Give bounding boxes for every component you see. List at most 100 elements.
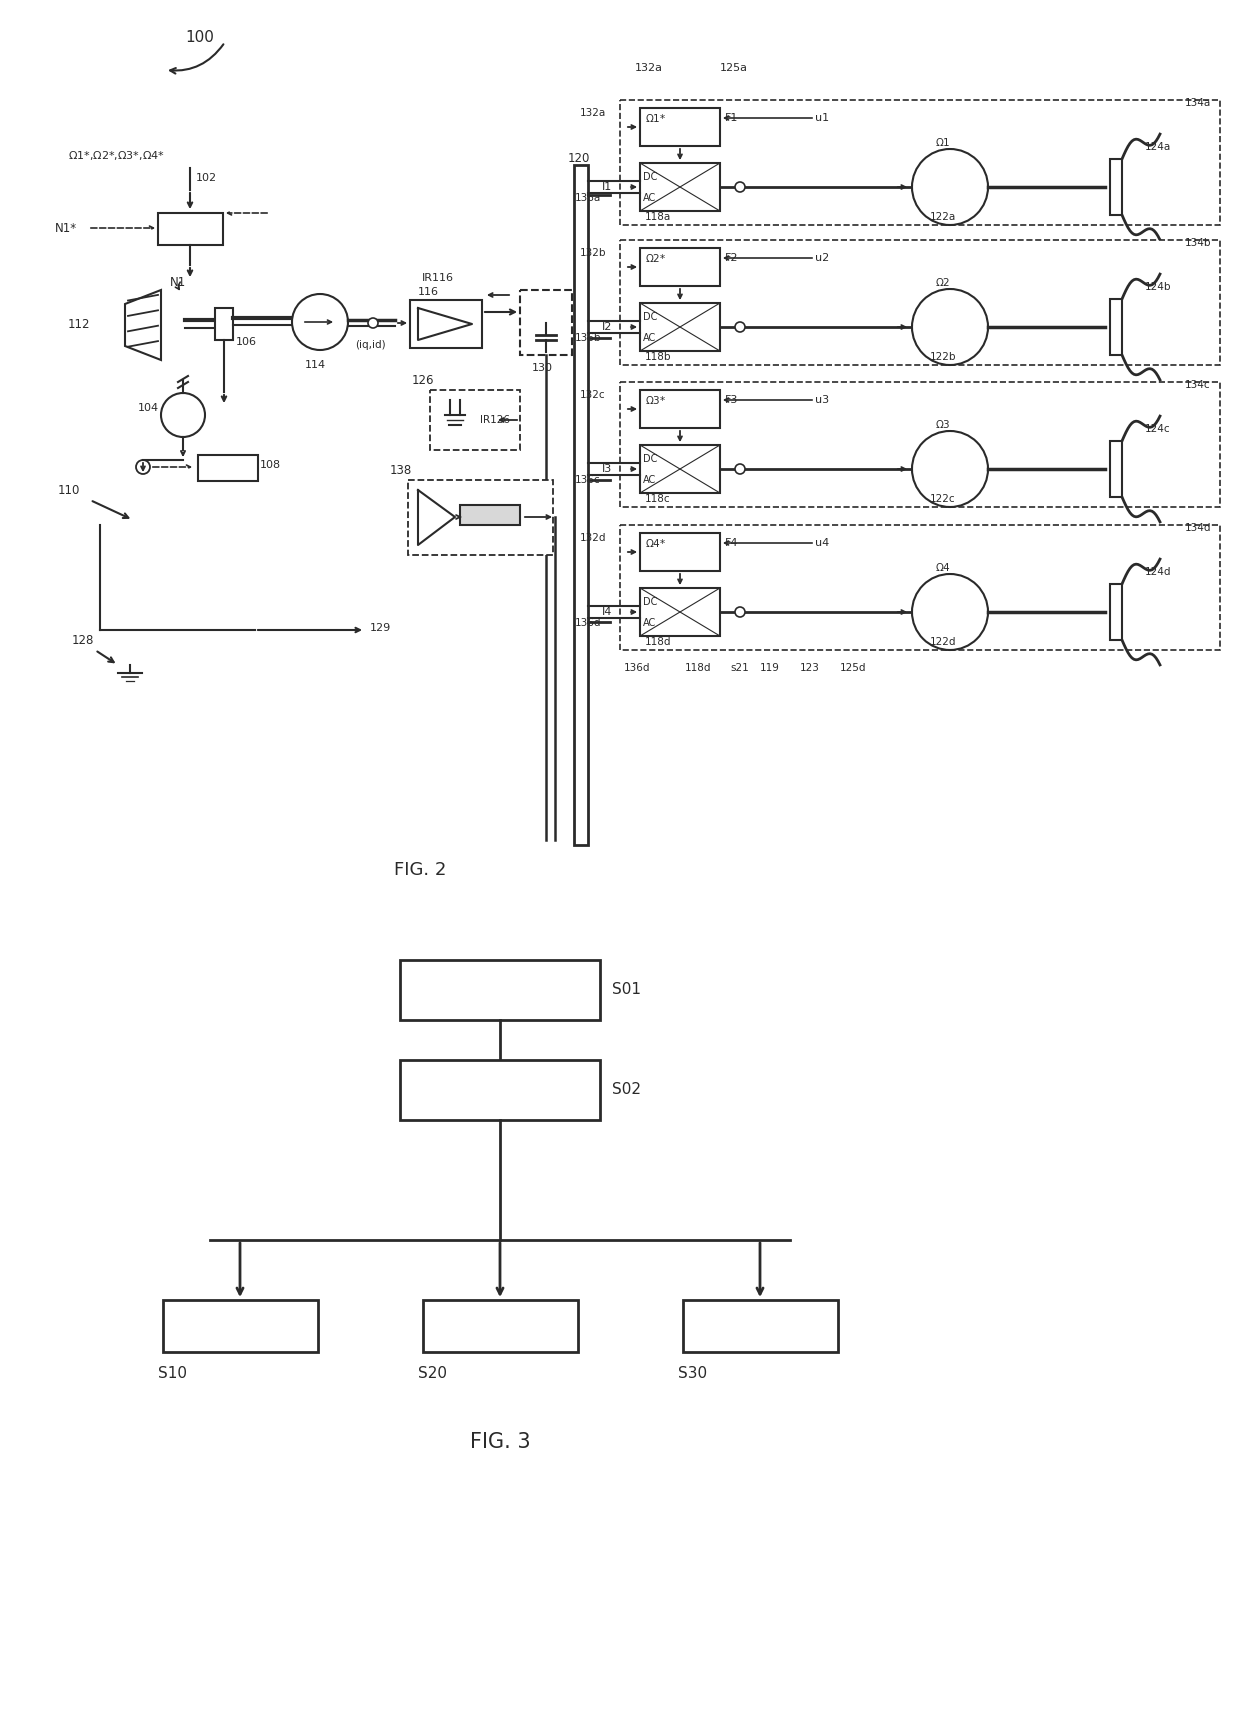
Text: S01: S01: [613, 983, 641, 997]
Text: u1: u1: [815, 112, 830, 123]
Text: $\Omega$1: $\Omega$1: [935, 137, 951, 149]
Text: FIG. 3: FIG. 3: [470, 1433, 531, 1452]
Text: 122c: 122c: [930, 494, 956, 505]
Text: AC: AC: [644, 617, 656, 627]
Bar: [1110, 441, 1122, 498]
Text: N1: N1: [170, 275, 186, 289]
Bar: [683, 1299, 838, 1351]
Text: 134d: 134d: [1185, 524, 1211, 532]
Text: $\Omega$4*: $\Omega$4*: [645, 537, 666, 550]
Circle shape: [911, 574, 988, 650]
Bar: [162, 1299, 317, 1351]
Text: 119: 119: [760, 664, 780, 672]
Text: F2: F2: [725, 252, 739, 263]
Text: 136b: 136b: [575, 334, 601, 342]
Text: 134c: 134c: [1185, 380, 1210, 391]
Circle shape: [161, 392, 205, 437]
Bar: [640, 588, 720, 636]
Bar: [620, 525, 1220, 650]
Text: 125d: 125d: [839, 664, 867, 672]
Text: 114: 114: [305, 359, 326, 370]
Text: 136c: 136c: [575, 475, 600, 486]
Text: 134a: 134a: [1185, 98, 1211, 107]
Text: 118d: 118d: [645, 638, 672, 646]
Text: 110: 110: [58, 484, 81, 496]
Text: 124c: 124c: [1145, 423, 1171, 434]
Bar: [157, 213, 223, 245]
Text: AC: AC: [644, 475, 656, 484]
Text: 118d: 118d: [684, 664, 712, 672]
Bar: [640, 107, 720, 145]
Text: DC: DC: [644, 313, 657, 323]
Text: 122b: 122b: [930, 353, 956, 361]
Text: $\Omega$2*: $\Omega$2*: [645, 252, 666, 264]
Text: $\Omega$2: $\Omega$2: [935, 276, 950, 289]
Text: FIG. 2: FIG. 2: [394, 861, 446, 880]
Text: IR126: IR126: [480, 415, 510, 425]
Text: 132d: 132d: [580, 532, 606, 543]
Text: $\Omega$1*,$\Omega$2*,$\Omega$3*,$\Omega$4*: $\Omega$1*,$\Omega$2*,$\Omega$3*,$\Omega…: [68, 149, 165, 161]
Bar: [1110, 159, 1122, 214]
Text: 125a: 125a: [720, 62, 748, 73]
Text: 136a: 136a: [575, 194, 601, 202]
Text: S30: S30: [678, 1367, 707, 1381]
Polygon shape: [418, 491, 455, 544]
Text: 100: 100: [185, 31, 213, 45]
Text: 122d: 122d: [930, 638, 956, 646]
Text: 116: 116: [418, 287, 439, 297]
Circle shape: [735, 465, 745, 473]
Circle shape: [911, 289, 988, 365]
Text: DC: DC: [644, 173, 657, 183]
Bar: [574, 164, 588, 845]
Circle shape: [735, 181, 745, 192]
Text: 124d: 124d: [1145, 567, 1172, 577]
Text: S02: S02: [613, 1082, 641, 1097]
Bar: [215, 308, 233, 340]
Text: 130: 130: [532, 363, 553, 373]
Circle shape: [735, 321, 745, 332]
Bar: [460, 505, 520, 525]
Text: 124a: 124a: [1145, 142, 1172, 152]
Text: $\Omega$3*: $\Omega$3*: [645, 394, 666, 406]
Text: 104: 104: [138, 403, 159, 413]
Text: u2: u2: [815, 252, 830, 263]
Circle shape: [291, 294, 348, 351]
Text: 118c: 118c: [645, 494, 671, 505]
Text: 128: 128: [72, 634, 94, 646]
Circle shape: [368, 318, 378, 328]
Text: I4: I4: [601, 607, 613, 617]
Text: $\Omega$1*: $\Omega$1*: [645, 112, 666, 124]
Text: 118a: 118a: [645, 213, 671, 221]
Text: u3: u3: [815, 396, 830, 404]
Bar: [640, 446, 720, 492]
Text: u4: u4: [815, 537, 830, 548]
Text: I2: I2: [601, 321, 613, 332]
Text: DC: DC: [644, 598, 657, 608]
Text: S10: S10: [157, 1367, 187, 1381]
Text: AC: AC: [644, 332, 656, 342]
Bar: [198, 454, 258, 480]
Text: 120: 120: [568, 152, 590, 164]
Text: s21: s21: [730, 664, 749, 672]
Polygon shape: [418, 308, 472, 340]
Text: 118b: 118b: [645, 353, 672, 361]
Text: 136d: 136d: [624, 664, 651, 672]
Bar: [640, 391, 720, 429]
Text: F1: F1: [725, 112, 738, 123]
Bar: [430, 391, 520, 449]
Text: 132b: 132b: [580, 249, 606, 257]
Bar: [640, 162, 720, 211]
Bar: [1110, 299, 1122, 354]
Text: 112: 112: [68, 318, 91, 332]
Text: $\Omega$3: $\Omega$3: [935, 418, 951, 430]
Circle shape: [911, 430, 988, 506]
Text: S20: S20: [418, 1367, 446, 1381]
Text: 132a: 132a: [635, 62, 663, 73]
Text: N1*: N1*: [55, 221, 77, 235]
Text: 106: 106: [236, 337, 257, 347]
Text: 108: 108: [260, 460, 281, 470]
Bar: [620, 382, 1220, 506]
Text: I1: I1: [601, 181, 613, 192]
Bar: [401, 1059, 600, 1120]
Bar: [520, 290, 572, 354]
